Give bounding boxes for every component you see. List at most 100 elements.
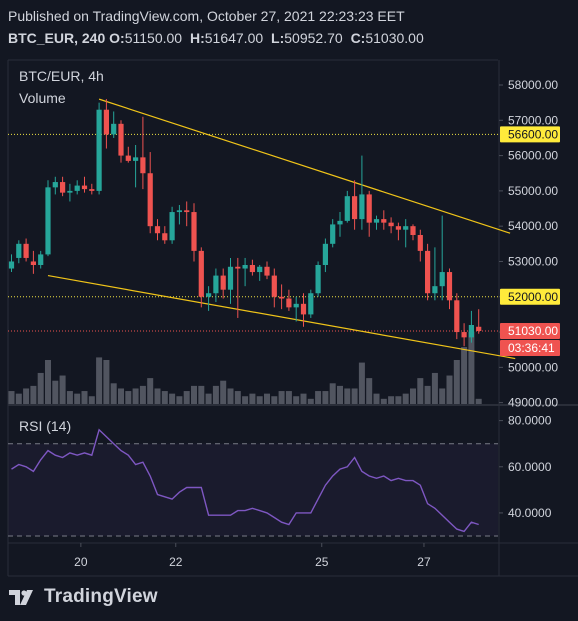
volume-bar bbox=[264, 393, 270, 404]
volume-bar bbox=[329, 383, 336, 404]
candle-body bbox=[461, 332, 467, 338]
candle-body bbox=[249, 265, 255, 273]
close-label: C: bbox=[350, 30, 366, 46]
volume-bar bbox=[23, 388, 30, 404]
candle-body bbox=[220, 275, 226, 290]
volume-bar bbox=[66, 391, 73, 404]
candle-body bbox=[293, 303, 299, 308]
rsi-tick-label: 60.0000 bbox=[508, 460, 552, 474]
volume-bar bbox=[205, 393, 212, 404]
volume-bar bbox=[96, 357, 103, 404]
candle-body bbox=[344, 196, 350, 221]
candle-body bbox=[235, 266, 241, 269]
candle-body bbox=[67, 190, 73, 193]
volume-bar bbox=[410, 388, 416, 404]
rsi-pane bbox=[8, 406, 498, 542]
published-text: Published on TradingView.com, October 27… bbox=[8, 8, 405, 24]
volume-bar bbox=[88, 396, 95, 404]
candle-body bbox=[23, 243, 29, 258]
candle-body bbox=[191, 212, 197, 251]
candle-body bbox=[300, 303, 307, 315]
badge-level-1-bg bbox=[500, 126, 560, 143]
price-tick-label: 55000.00 bbox=[508, 184, 558, 198]
volume-bar bbox=[30, 385, 37, 404]
candle-body bbox=[96, 109, 102, 191]
candle-body bbox=[454, 300, 460, 333]
volume-bar bbox=[15, 393, 22, 404]
volume-bar bbox=[227, 388, 234, 404]
volume-bar bbox=[461, 347, 468, 404]
candle-body bbox=[111, 123, 117, 135]
volume-bar bbox=[453, 360, 460, 404]
volume-bar bbox=[300, 393, 307, 404]
volume-bar bbox=[132, 388, 139, 404]
candle-body bbox=[227, 266, 234, 290]
volume-bar bbox=[110, 383, 117, 404]
candle-body bbox=[52, 182, 58, 188]
volume-bar bbox=[366, 378, 373, 404]
volume-bar bbox=[125, 391, 132, 404]
candle-body bbox=[264, 266, 270, 276]
price-tick-label: 57000.00 bbox=[508, 113, 558, 127]
candle-body bbox=[286, 298, 292, 308]
candle-body bbox=[60, 182, 66, 193]
candle-body bbox=[366, 194, 372, 223]
candle-body bbox=[118, 123, 124, 156]
candle-body bbox=[147, 173, 153, 227]
volume-bar bbox=[439, 388, 446, 404]
close-value: 51030.00 bbox=[365, 30, 424, 46]
candle-body bbox=[446, 272, 453, 301]
candle-body bbox=[30, 261, 36, 265]
volume-bar bbox=[242, 396, 249, 404]
pane-volume-label: Volume bbox=[19, 90, 66, 106]
candle-body bbox=[352, 196, 358, 220]
volume-bar bbox=[373, 393, 380, 404]
candle-body bbox=[330, 224, 336, 244]
candle-body bbox=[81, 185, 88, 190]
candle-body bbox=[432, 286, 438, 294]
badge-level-1: 56600.00 bbox=[508, 127, 558, 141]
candle-body bbox=[74, 185, 80, 191]
volume-bar bbox=[285, 391, 292, 404]
header-symbol: BTC_EUR, 240 bbox=[8, 30, 106, 46]
badge-level-2-bg bbox=[500, 288, 560, 305]
candle-body bbox=[381, 219, 387, 223]
price-tick-label: 53000.00 bbox=[508, 254, 558, 268]
low-label: L: bbox=[271, 30, 285, 46]
candle-body bbox=[133, 157, 139, 161]
volume-bar bbox=[220, 380, 227, 404]
volume-bar bbox=[431, 372, 438, 404]
low-value: 50952.70 bbox=[284, 30, 343, 46]
candle-body bbox=[8, 261, 15, 269]
volume-bar bbox=[278, 391, 285, 404]
candle-body bbox=[45, 187, 51, 255]
badge-last-price: 51030.00 bbox=[508, 324, 558, 338]
volume-bar bbox=[402, 393, 409, 404]
candle-body bbox=[359, 194, 365, 220]
volume-bar bbox=[45, 360, 51, 404]
candle-body bbox=[271, 275, 277, 297]
volume-bar bbox=[37, 372, 44, 404]
candle-body bbox=[257, 266, 263, 273]
pane-symbol-label: BTC/EUR, 4h bbox=[19, 68, 104, 84]
ohlc-header: BTC_EUR, 240 O:51150.00 H:51647.00 L:509… bbox=[8, 30, 428, 46]
volume-bar bbox=[388, 396, 395, 404]
volume-bar bbox=[468, 331, 475, 404]
candle-body bbox=[315, 265, 321, 294]
time-tick-label: 20 bbox=[74, 555, 88, 569]
badge-countdown-bg bbox=[500, 340, 560, 356]
candle-body bbox=[154, 226, 161, 234]
candle-body bbox=[476, 326, 482, 331]
footer-brand-text: TradingView bbox=[44, 586, 158, 607]
volume-bar bbox=[191, 385, 197, 404]
price-tick-label: 54000.00 bbox=[508, 219, 558, 233]
volume-bar bbox=[161, 391, 168, 404]
volume-bar bbox=[139, 385, 146, 404]
volume-bar bbox=[147, 378, 154, 404]
volume-bar bbox=[198, 385, 205, 404]
candle-body bbox=[279, 296, 285, 299]
price-tick-label: 56000.00 bbox=[508, 149, 558, 163]
candle-body bbox=[125, 155, 131, 161]
candle-body bbox=[417, 235, 423, 251]
